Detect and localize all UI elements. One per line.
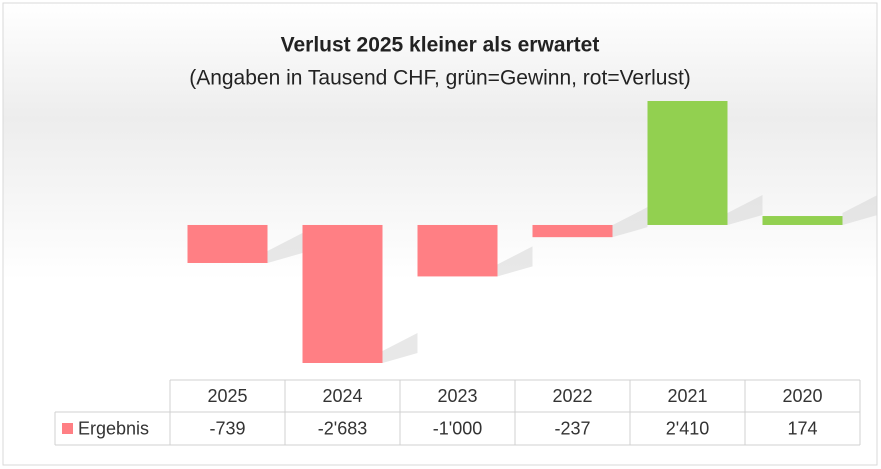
bar-shadow xyxy=(727,194,763,225)
bar xyxy=(532,224,613,238)
value-label: -739 xyxy=(209,418,245,438)
value-label: 174 xyxy=(787,418,817,438)
legend-label: Ergebnis xyxy=(78,418,149,438)
bar xyxy=(762,216,843,225)
value-label: 2'410 xyxy=(666,418,709,438)
value-label: -2'683 xyxy=(318,418,367,438)
bar xyxy=(647,101,728,225)
value-label: -1'000 xyxy=(433,418,482,438)
x-tick-label: 2023 xyxy=(437,386,477,406)
x-tick-label: 2020 xyxy=(782,386,822,406)
bar-shadow xyxy=(612,207,648,238)
chart-title: Verlust 2025 kleiner als erwartet xyxy=(281,34,600,57)
legend-swatch xyxy=(62,423,73,434)
x-tick-label: 2025 xyxy=(207,386,247,406)
x-tick-label: 2022 xyxy=(552,386,592,406)
x-tick-label: 2024 xyxy=(322,386,362,406)
value-label: -237 xyxy=(554,418,590,438)
bar-shadow xyxy=(267,232,303,263)
bar-shadow xyxy=(382,333,418,363)
bar xyxy=(187,224,268,263)
bar xyxy=(417,224,498,277)
x-tick-label: 2021 xyxy=(667,386,707,406)
bar-shadow xyxy=(497,246,533,277)
bar xyxy=(302,224,383,363)
bar-shadow xyxy=(842,194,878,225)
chart-subtitle: (Angaben in Tausend CHF, grün=Gewinn, ro… xyxy=(189,67,691,90)
